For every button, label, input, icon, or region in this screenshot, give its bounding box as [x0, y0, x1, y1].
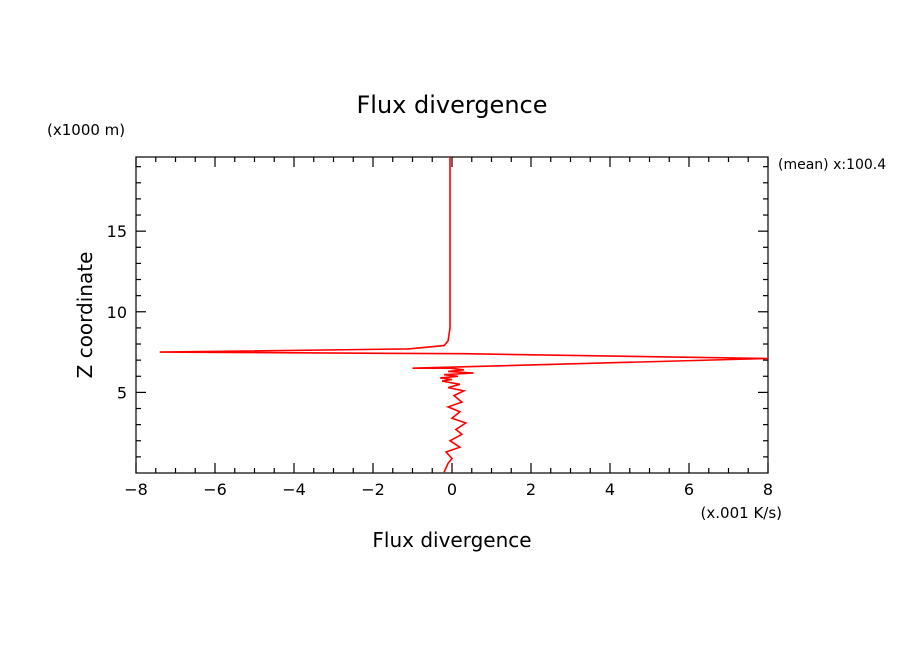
x-tick-label: 6 — [684, 480, 694, 499]
y-axis-ticks — [136, 166, 768, 458]
x-tick-label: −4 — [282, 480, 306, 499]
x-tick-label: 2 — [526, 480, 536, 499]
y-units-label: (x1000 m) — [47, 121, 125, 139]
chart-title: Flux divergence — [356, 91, 547, 119]
y-tick-label: 10 — [107, 303, 127, 322]
x-axis-label: Flux divergence — [372, 528, 531, 552]
x-tick-label: 4 — [605, 480, 615, 499]
annotation-label: (mean) x:100.4 — [778, 157, 886, 173]
x-units-label: (x.001 K/s) — [701, 504, 782, 522]
x-tick-label: 0 — [447, 480, 457, 499]
x-tick-label: −2 — [361, 480, 385, 499]
series-line — [159, 157, 769, 473]
x-tick-label: −8 — [124, 480, 148, 499]
plot-frame — [135, 156, 769, 474]
y-tick-labels: 5 10 15 — [107, 222, 127, 402]
x-axis-ticks — [135, 157, 769, 473]
y-tick-label: 15 — [107, 222, 127, 241]
y-tick-label: 5 — [117, 383, 127, 402]
x-tick-labels: −8 −6 −4 −2 0 2 4 6 8 — [124, 480, 773, 499]
x-tick-label: −6 — [203, 480, 227, 499]
x-tick-label: 8 — [763, 480, 773, 499]
y-axis-label: Z coordinate — [73, 252, 97, 379]
